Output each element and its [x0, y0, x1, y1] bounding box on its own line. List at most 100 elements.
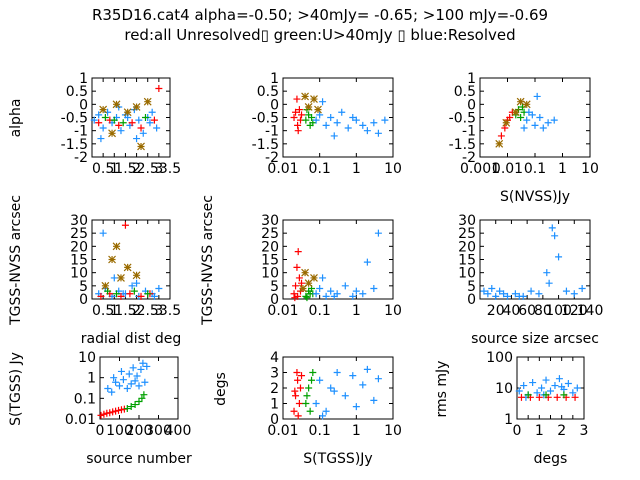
y-tick-label: 10: [261, 266, 279, 282]
data-point: [502, 118, 511, 127]
data-point: [511, 290, 519, 298]
x-tick-label: 10: [581, 161, 599, 177]
data-point: [117, 127, 125, 135]
data-point: [153, 124, 161, 132]
data-point: [538, 384, 546, 392]
y-tick-label: 4: [270, 350, 279, 366]
series-green: [302, 369, 317, 415]
y-tick-label: 20: [458, 239, 476, 255]
series-blue: [312, 365, 382, 420]
data-point: [110, 116, 118, 124]
x-tick-label: 2.5: [137, 303, 159, 319]
series-green: [302, 106, 317, 129]
data-point: [294, 248, 302, 256]
data-point: [125, 370, 133, 378]
data-point: [133, 135, 141, 143]
data-point: [374, 229, 382, 237]
y-tick-label: 30: [261, 213, 279, 229]
y-tick-label: -1: [74, 124, 88, 140]
data-point: [90, 116, 98, 124]
data-point: [306, 407, 314, 415]
data-point: [293, 369, 301, 376]
data-point: [97, 292, 105, 300]
data-point: [539, 124, 547, 132]
data-point: [316, 376, 324, 384]
x-tick-label: 100: [545, 303, 572, 319]
x-tick-label: 1: [110, 161, 119, 177]
data-point: [115, 121, 123, 129]
x-tick-label: 1.5: [114, 303, 136, 319]
data-point: [148, 108, 156, 116]
data-point: [123, 263, 132, 272]
data-point: [108, 129, 116, 138]
y-tick-label: 1: [467, 71, 476, 87]
y-tick-label: 0.01: [65, 412, 96, 428]
x-tick-label: 1: [352, 303, 361, 319]
data-point: [529, 379, 537, 387]
data-point: [352, 287, 360, 295]
data-point: [101, 281, 110, 290]
data-point: [533, 92, 541, 100]
data-point: [316, 111, 324, 119]
data-point: [141, 378, 149, 386]
data-point: [302, 292, 310, 300]
data-point: [484, 290, 492, 298]
data-point: [302, 116, 310, 124]
data-point: [370, 284, 378, 292]
data-point: [294, 127, 302, 135]
data-point: [558, 383, 566, 391]
series-green: [104, 287, 152, 298]
data-point: [135, 382, 143, 390]
data-point: [551, 232, 559, 240]
data-point: [141, 114, 149, 121]
x-tick-label: 10: [384, 303, 402, 319]
x-axis-label: source size arcsec: [471, 331, 599, 347]
data-point: [310, 95, 318, 103]
data-point: [121, 221, 129, 229]
series-blue: [312, 229, 382, 300]
x-tick-label: 10: [384, 423, 402, 439]
data-point: [352, 403, 360, 411]
data-point: [112, 378, 120, 386]
x-tick-label: 2: [132, 303, 141, 319]
x-tick-label: 2: [132, 161, 141, 177]
data-point: [497, 132, 505, 140]
data-point: [117, 367, 125, 375]
data-point: [522, 100, 531, 109]
data-point: [298, 111, 306, 119]
data-point: [545, 279, 553, 287]
y-axis-label: TGSS-NVSS arcsec: [8, 195, 24, 326]
data-point: [314, 105, 322, 114]
data-point: [535, 290, 543, 298]
series-red: [97, 405, 128, 419]
data-point: [305, 384, 313, 392]
data-point: [370, 119, 378, 127]
x-tick-label: 300: [145, 423, 172, 439]
data-point: [140, 391, 148, 399]
data-point: [298, 372, 306, 380]
x-tick-label: 400: [165, 423, 192, 439]
y-axis-label: TGSS-NVSS arcsec: [200, 195, 216, 326]
x-tick-label: 0.1: [309, 303, 331, 319]
x-tick-label: 140: [577, 303, 604, 319]
x-tick-label: 3.5: [159, 161, 181, 177]
data-point: [517, 114, 525, 121]
data-point: [363, 127, 371, 135]
data-point: [99, 105, 108, 114]
data-point: [303, 392, 311, 400]
data-point: [527, 287, 535, 295]
data-point: [536, 114, 544, 121]
data-point: [123, 384, 131, 392]
y-tick-label: 0: [270, 412, 279, 428]
data-point: [296, 384, 304, 392]
data-point: [104, 384, 112, 392]
y-tick-label: -0.5: [61, 111, 88, 127]
data-point: [370, 396, 378, 404]
data-point: [319, 98, 327, 106]
data-point: [338, 108, 346, 116]
data-point: [150, 116, 158, 124]
